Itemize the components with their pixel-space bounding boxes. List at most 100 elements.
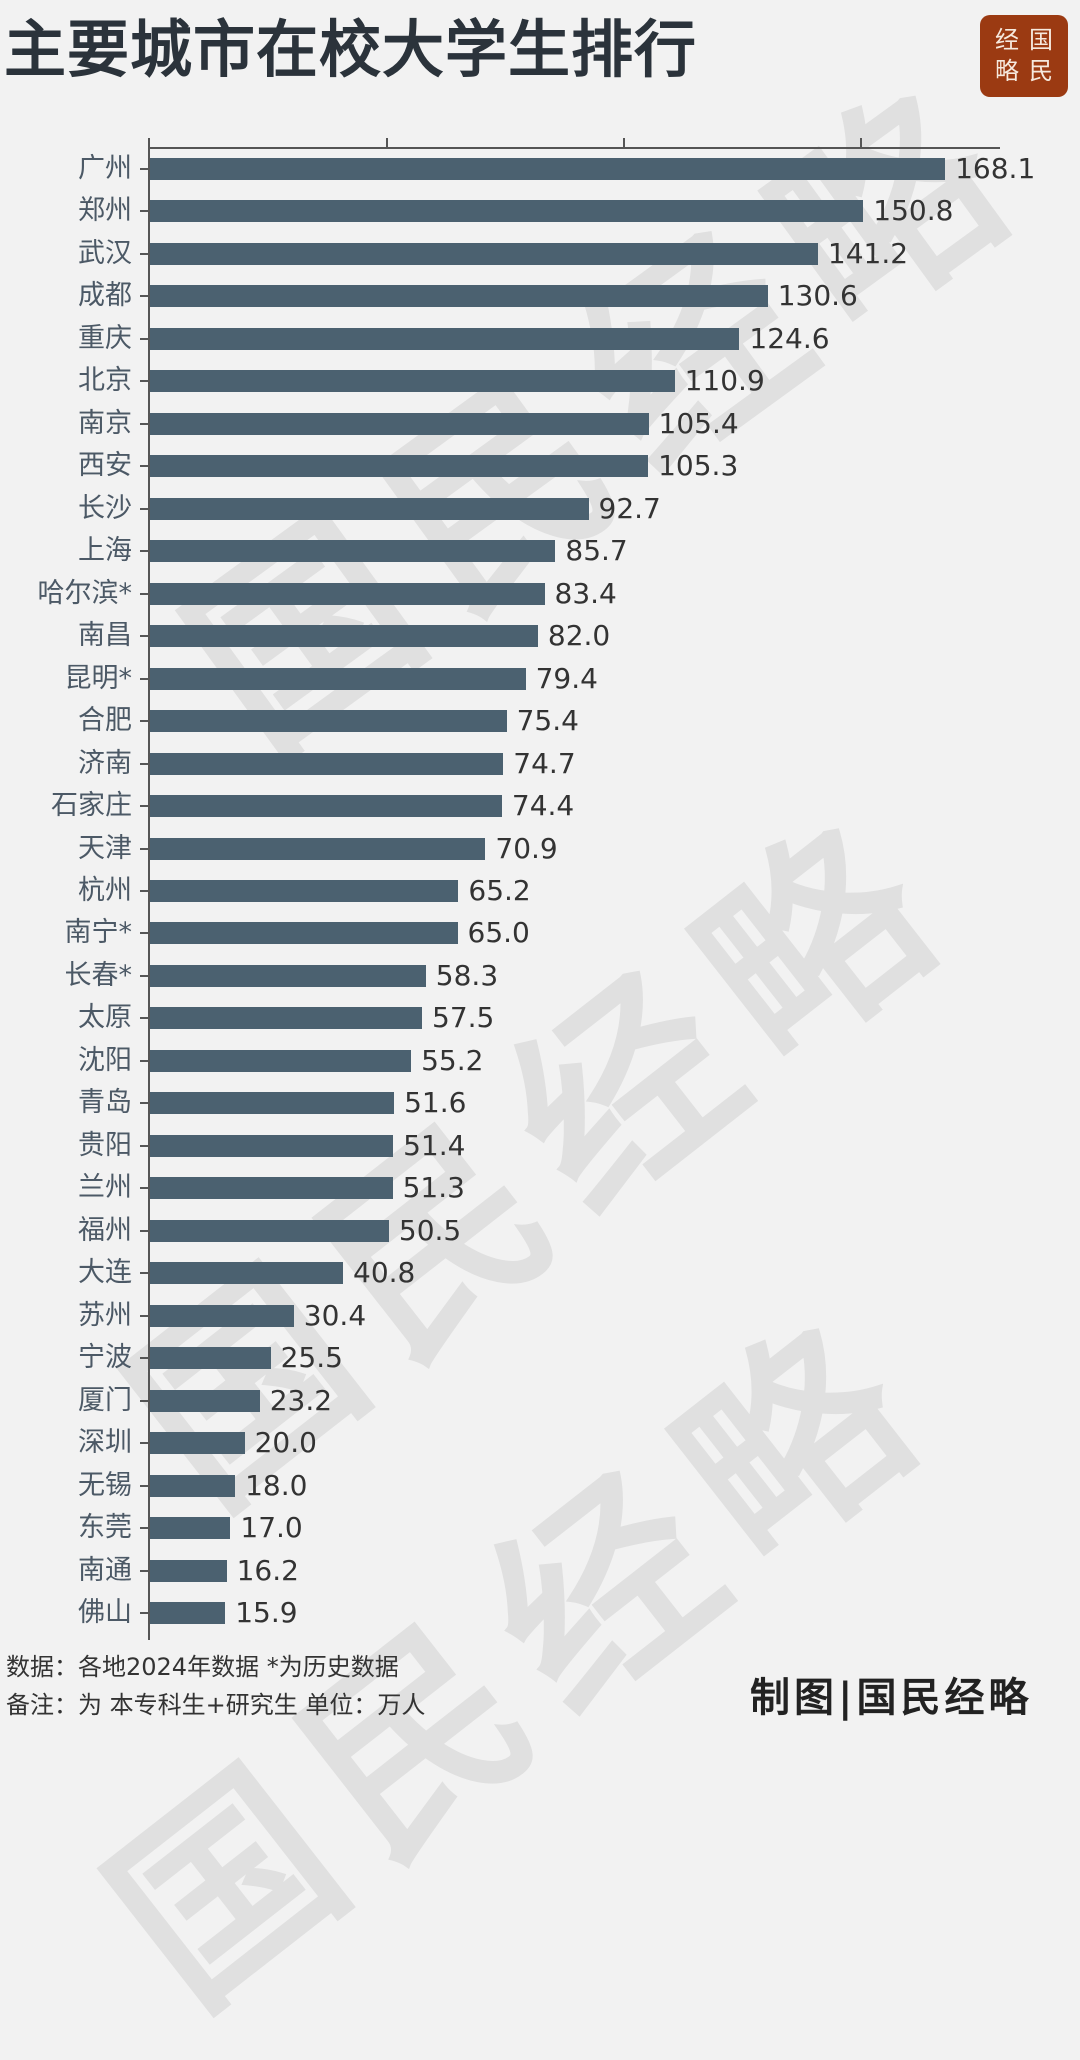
category-label: 昆明* [64,662,133,694]
category-label: 北京 [78,365,132,397]
x-tick [860,138,862,148]
credit-signature: 制图|国民经略 [750,1674,1033,1721]
y-tick [140,1102,149,1105]
y-tick [140,337,149,340]
value-label: 50.5 [398,1213,462,1247]
value-label: 105.3 [658,449,739,483]
category-label: 无锡 [78,1469,132,1501]
value-label: 82.0 [547,619,611,653]
bar-row: 南京 105.4 [0,403,1080,445]
y-tick [140,1314,149,1317]
bar-row: 上海 85.7 [0,530,1080,572]
category-label: 石家庄 [51,790,132,822]
bar-row: 武汉 141.2 [0,233,1080,275]
y-tick [140,465,149,468]
bar-row: 天津 70.9 [0,828,1080,870]
y-tick [140,1442,149,1445]
y-tick [140,380,149,383]
bar [150,327,740,350]
value-label: 25.5 [280,1341,343,1375]
value-label: 18.0 [245,1468,308,1502]
y-tick [140,1527,149,1530]
y-tick [140,1144,149,1147]
category-label: 太原 [78,1002,132,1034]
category-label: 西安 [78,450,132,482]
bar [150,1049,412,1072]
bar [150,795,502,818]
bar-row: 福州 50.5 [0,1210,1080,1252]
y-tick [140,635,149,638]
y-tick [140,677,149,680]
category-label: 上海 [78,535,132,567]
value-label: 15.9 [235,1595,298,1629]
y-tick [140,889,149,892]
bar [150,625,538,648]
bar-row: 深圳 20.0 [0,1422,1080,1464]
bar-row: 南宁* 65.0 [0,912,1080,954]
logo-char: 民 [1029,57,1053,85]
category-label: 南昌 [78,620,132,652]
bar-row: 太原 57.5 [0,997,1080,1039]
bar-row: 成都 130.6 [0,275,1080,317]
bar-row: 宁波 25.5 [0,1337,1080,1379]
remark-note: 备注：为 本专科生+研究生 单位：万人 [6,1691,426,1719]
y-tick [140,295,149,298]
bar-row: 郑州 150.8 [0,190,1080,232]
bar [150,837,486,860]
bar-row: 无锡 18.0 [0,1465,1080,1507]
value-label: 40.8 [353,1256,416,1290]
bar-row: 沈阳 55.2 [0,1040,1080,1082]
logo-char: 略 [995,57,1019,85]
value-label: 30.4 [303,1298,367,1332]
value-label: 168.1 [955,152,1036,185]
value-label: 110.9 [684,364,765,398]
value-label: 85.7 [565,534,628,568]
value-label: 17.0 [240,1511,303,1545]
value-label: 150.8 [873,194,954,228]
bar-row: 长春* 58.3 [0,955,1080,997]
x-tick [623,138,625,148]
bar-row: 哈尔滨* 83.4 [0,573,1080,615]
bar-row: 广州 168.1 [0,148,1080,190]
bar [150,540,556,563]
bar-row: 东莞 17.0 [0,1507,1080,1549]
value-label: 20.0 [254,1426,317,1460]
bar [150,412,649,435]
category-label: 贵阳 [78,1129,132,1161]
y-tick [140,1399,149,1402]
y-tick [140,168,149,170]
y-tick [140,1272,149,1275]
value-label: 83.4 [554,576,617,610]
bar-row: 北京 110.9 [0,360,1080,402]
y-tick [140,1187,149,1190]
category-label: 哈尔滨* [37,577,133,609]
category-label: 南京 [78,407,132,439]
value-label: 92.7 [598,491,661,525]
y-tick [140,550,149,553]
value-label: 51.6 [404,1086,467,1120]
bar [150,1474,236,1497]
bar-row: 大连 40.8 [0,1252,1080,1294]
category-label: 郑州 [78,195,132,227]
bar [150,1601,226,1624]
bar-row: 青岛 51.6 [0,1082,1080,1124]
y-tick [140,210,149,213]
category-label: 杭州 [78,874,132,906]
bar [150,964,426,987]
x-tick [148,138,150,148]
y-tick [140,762,149,765]
category-label: 重庆 [78,322,132,354]
bar [150,455,649,478]
bar [150,1517,231,1540]
bar [150,200,864,223]
category-label: 天津 [78,832,132,864]
category-label: 成都 [78,280,132,312]
category-label: 长春* [64,959,133,991]
category-label: 深圳 [78,1427,132,1459]
bar [150,242,818,265]
y-tick [140,1611,149,1614]
bar [150,667,526,690]
bar [150,158,946,180]
bar [150,752,504,775]
y-tick [140,422,149,425]
